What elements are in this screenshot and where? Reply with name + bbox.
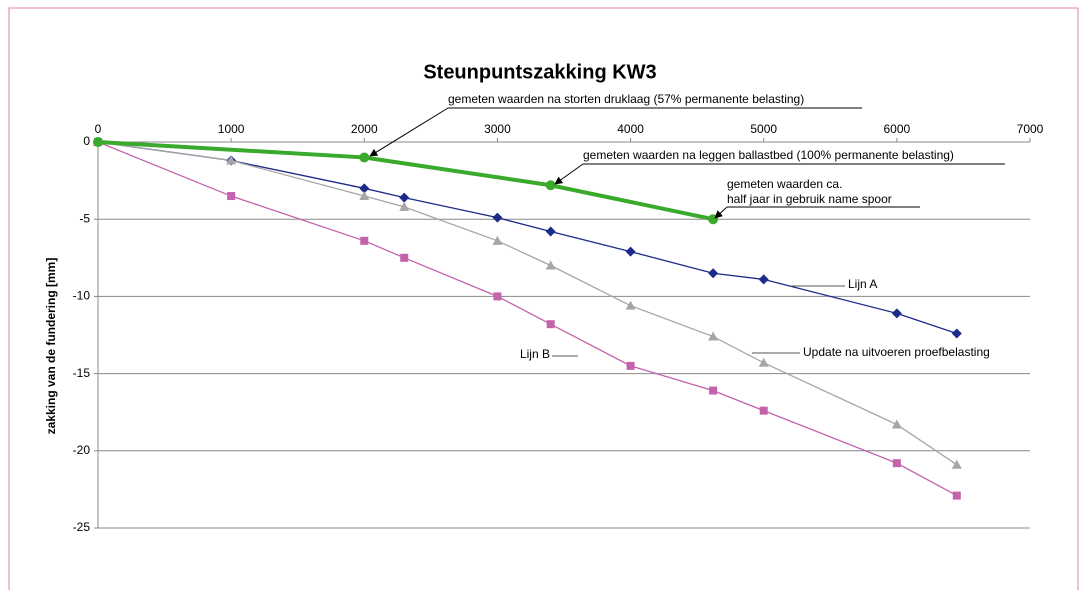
annotation-arrow bbox=[369, 107, 449, 157]
marker bbox=[951, 459, 962, 469]
series-label: Lijn A bbox=[848, 277, 877, 291]
frame bbox=[8, 7, 1079, 590]
marker bbox=[359, 152, 370, 163]
marker bbox=[625, 246, 636, 257]
annotation: gemeten waarden ca. bbox=[727, 177, 842, 191]
x-tick-label: 6000 bbox=[884, 122, 911, 136]
y-tick-label: -15 bbox=[73, 366, 91, 380]
marker bbox=[891, 308, 902, 319]
marker bbox=[399, 201, 410, 211]
x-tick-label: 0 bbox=[95, 122, 102, 136]
series-label: Update na uitvoeren proefbelasting bbox=[803, 345, 990, 359]
marker bbox=[758, 274, 769, 285]
annotation: gemeten waarden na storten druklaag (57%… bbox=[448, 92, 804, 106]
series-line bbox=[97, 141, 957, 335]
marker bbox=[709, 386, 718, 395]
annotation-arrow bbox=[714, 206, 728, 219]
marker bbox=[758, 357, 769, 367]
x-tick-label: 2000 bbox=[351, 122, 378, 136]
marker bbox=[545, 180, 556, 191]
y-tick-label: -10 bbox=[73, 289, 91, 303]
marker bbox=[892, 459, 901, 468]
y-axis-title: zakking van de fundering [mm] bbox=[44, 258, 58, 435]
marker bbox=[493, 292, 502, 301]
y-tick-label: -25 bbox=[73, 520, 91, 534]
chart-title: Steunpuntszakking KW3 bbox=[423, 61, 656, 83]
marker bbox=[708, 331, 719, 341]
y-tick-label: 0 bbox=[83, 134, 90, 148]
marker bbox=[545, 226, 556, 237]
annotation: half jaar in gebruik name spoor bbox=[727, 192, 892, 206]
y-tick-label: -20 bbox=[73, 443, 91, 457]
marker bbox=[360, 236, 369, 245]
marker bbox=[759, 406, 768, 415]
marker bbox=[359, 183, 370, 194]
marker bbox=[625, 300, 636, 310]
series-line bbox=[97, 140, 714, 222]
marker bbox=[545, 260, 556, 270]
marker bbox=[951, 328, 962, 339]
marker bbox=[492, 212, 503, 223]
marker bbox=[399, 192, 410, 203]
x-tick-label: 5000 bbox=[750, 122, 777, 136]
marker bbox=[546, 320, 555, 329]
x-tick-label: 4000 bbox=[617, 122, 644, 136]
x-tick-label: 1000 bbox=[218, 122, 245, 136]
marker bbox=[359, 191, 370, 201]
annotation: gemeten waarden na leggen ballastbed (10… bbox=[583, 148, 954, 162]
marker bbox=[952, 491, 961, 500]
series-label: Lijn B bbox=[520, 347, 550, 361]
x-tick-label: 7000 bbox=[1017, 122, 1044, 136]
marker bbox=[708, 214, 719, 225]
annotation-arrow bbox=[554, 163, 584, 185]
marker bbox=[93, 137, 103, 147]
marker bbox=[226, 155, 237, 165]
marker bbox=[227, 192, 236, 201]
marker bbox=[492, 235, 503, 245]
marker bbox=[400, 253, 409, 262]
marker bbox=[891, 419, 902, 429]
x-tick-label: 3000 bbox=[484, 122, 511, 136]
marker bbox=[626, 361, 635, 370]
y-tick-label: -5 bbox=[79, 211, 90, 225]
marker bbox=[708, 268, 719, 279]
